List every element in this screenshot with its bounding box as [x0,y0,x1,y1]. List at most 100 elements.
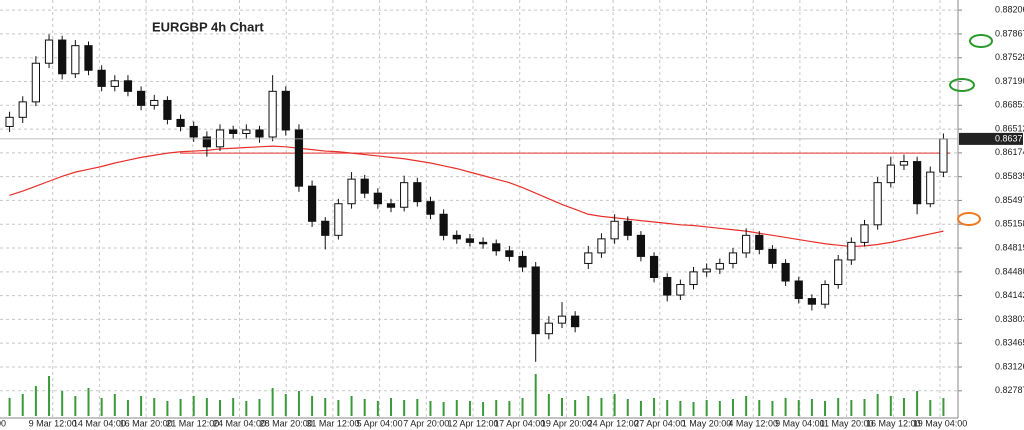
x-tick-label: 16 Mar 20:00 [120,418,173,428]
candle-body [939,138,948,173]
candle-body [386,203,396,208]
candle-body [255,129,264,138]
volume-bar [8,398,11,416]
y-tick-label: 0.83803 [995,314,1024,324]
volume-bar [705,400,708,416]
x-tick-label: 21 Mar 12:00 [166,418,219,428]
candle-body [794,280,803,300]
volume-bar [587,396,590,416]
x-tick-label: 19 May 04:00 [913,418,968,428]
candle-body [413,182,422,203]
candle-body [347,178,356,205]
candle-body [334,203,343,236]
candle-body [189,125,198,138]
candle-body [571,315,580,328]
volume-bar [521,398,524,416]
volume-bar [824,401,827,416]
chart-title: EURGBP 4h Chart [152,19,264,34]
y-tick-label: 0.82787 [995,385,1024,395]
candle-body [768,248,777,264]
volume-bar [771,401,774,416]
volume-bar [113,394,116,416]
target-ellipse [969,34,993,48]
volume-bar [61,391,64,416]
volume-bar [574,400,577,416]
current-price-box [959,132,1023,145]
candle-body [781,262,790,282]
y-tick-label: 0.87528 [995,52,1024,62]
volume-bar [179,399,182,416]
candle-body [544,322,553,335]
volume-bar [284,394,287,416]
candle-body [860,224,869,243]
volume-bar [942,398,945,416]
volume-bar [810,399,813,416]
x-tick-label: 19 Apr 20:00 [541,418,592,428]
volume-bar [219,400,222,416]
volume-bar [508,401,511,416]
volume-bar [416,399,419,416]
candle-body [873,182,882,226]
volume-bar [48,376,51,416]
volume-bar [745,396,748,416]
candle-body [926,171,935,205]
candle-body [531,266,540,335]
candle-body [44,39,54,64]
x-tick-label: 24 Apr 12:00 [588,418,639,428]
support-ellipse [957,212,981,226]
candle-body [505,250,514,257]
y-tick-label: 0.85497 [995,195,1024,205]
y-tick-label: 0.86851 [995,100,1024,110]
x-tick-label: 17 Apr 04:00 [494,418,545,428]
volume-bar [560,398,563,416]
candle-body [373,192,382,205]
candle-body [452,234,461,240]
candle-body [465,238,475,243]
volume-bar [653,398,656,416]
candle-body [755,234,764,250]
volume-bar [442,402,445,416]
candle-body [176,118,185,127]
volume-bar [34,386,37,416]
candle-body [31,62,40,103]
y-tick-label: 0.88206 [995,4,1024,14]
candle-body [307,185,317,222]
volume-bar [297,391,300,416]
candle-body [742,234,751,254]
candle-body [715,262,724,270]
candle-body [728,252,738,264]
candle-body [58,39,67,75]
volume-bar [600,398,603,416]
candle-body [5,116,14,127]
candle-body [281,90,290,131]
volume-bar [547,394,550,416]
candle-body [807,298,817,305]
y-tick-label: 0.87867 [995,28,1024,38]
volume-bar [837,398,840,416]
volume-bar [784,398,787,416]
x-tick-label: 9 May 04:00 [775,418,825,428]
volume-bar [192,396,195,416]
x-tick-label: 0:00 [0,418,6,428]
candle-body [71,45,80,75]
volume-bar [232,398,235,416]
candle-body [163,99,172,120]
volume-bar [363,399,366,416]
volume-bar [258,399,261,416]
volume-bar [666,400,669,416]
candle-body [294,129,304,187]
volume-bar [350,396,353,416]
candle-body [847,241,856,261]
candle-body [321,220,330,236]
volume-bar [482,402,485,416]
candle-body [18,101,27,118]
candle-body [689,271,698,286]
candle-body [886,164,895,184]
candle-body [636,234,646,257]
candle-body [518,255,527,268]
candle-body [702,268,711,273]
candle-body [439,213,448,236]
volume-bar [718,401,721,416]
